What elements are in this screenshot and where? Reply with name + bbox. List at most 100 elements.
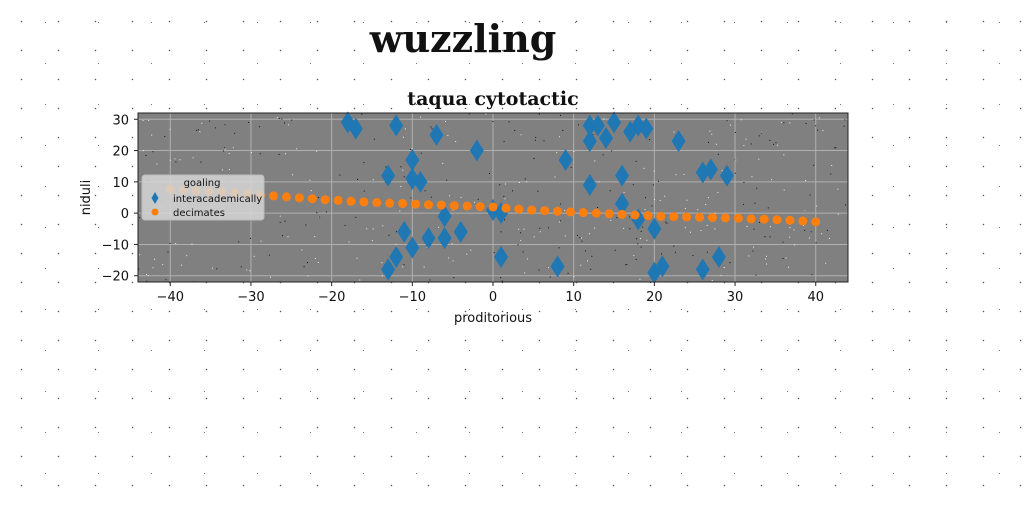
noise-dot [717, 153, 719, 155]
noise-dot [526, 181, 528, 183]
noise-dot [653, 170, 655, 172]
noise-dot [259, 153, 261, 155]
data-point [647, 261, 662, 284]
noise-dot [580, 264, 582, 266]
noise-dot [844, 119, 846, 121]
noise-dot [689, 231, 691, 233]
noise-dot [758, 221, 760, 223]
noise-dot [791, 113, 793, 115]
noise-dot [500, 277, 502, 279]
noise-dot [174, 158, 176, 160]
noise-dot [142, 120, 144, 122]
noise-dot [717, 191, 719, 193]
noise-dot [594, 227, 596, 229]
noise-dot [560, 220, 562, 222]
data-point [436, 200, 446, 210]
noise-dot [499, 184, 501, 186]
noise-dot [642, 226, 644, 228]
noise-dot [813, 119, 815, 121]
data-point [703, 158, 718, 181]
noise-dot [279, 215, 281, 217]
noise-dot [301, 249, 303, 251]
noise-dot [430, 196, 432, 198]
noise-dot [665, 221, 667, 223]
noise-dot [754, 202, 756, 204]
noise-dot [581, 237, 583, 239]
noise-dot [651, 205, 653, 207]
noise-dot [520, 232, 522, 234]
noise-dot [673, 131, 675, 133]
noise-dot [303, 266, 305, 268]
noise-dot [403, 264, 405, 266]
noise-dot [639, 278, 641, 280]
data-point [598, 127, 613, 150]
noise-dot [451, 243, 453, 245]
noise-dot [588, 233, 590, 235]
legend-label: interacademically [173, 194, 262, 205]
noise-dot [789, 236, 791, 238]
data-point [398, 198, 408, 208]
noise-dot [745, 138, 747, 140]
noise-dot [804, 229, 806, 231]
noise-dot [232, 147, 234, 149]
noise-dot [815, 125, 817, 127]
noise-dot [629, 228, 631, 230]
noise-dot [430, 126, 432, 128]
noise-dot [316, 150, 318, 152]
y-tick-label: 0 [121, 207, 129, 222]
noise-dot [388, 234, 390, 236]
legend-title: goaling [184, 178, 221, 189]
data-point [772, 215, 782, 225]
noise-dot [777, 144, 779, 146]
noise-dot [520, 134, 522, 136]
data-point [591, 208, 601, 218]
noise-dot [504, 219, 506, 221]
noise-dot [452, 260, 454, 262]
noise-dot [706, 224, 708, 226]
noise-dot [165, 279, 167, 281]
noise-dot [598, 181, 600, 183]
data-point [421, 227, 436, 250]
noise-dot [291, 119, 293, 121]
noise-dot [438, 226, 440, 228]
noise-dot [751, 176, 753, 178]
noise-dot [592, 134, 594, 136]
noise-dot [523, 228, 525, 230]
noise-dot [782, 241, 784, 243]
noise-dot [260, 240, 262, 242]
data-point [604, 209, 614, 219]
noise-dot [372, 228, 374, 230]
noise-dot [381, 262, 383, 264]
noise-dot [505, 183, 507, 185]
noise-dot [154, 258, 156, 260]
noise-dot [385, 166, 387, 168]
noise-dot [632, 184, 634, 186]
noise-dot [783, 154, 785, 156]
noise-dot [216, 268, 218, 270]
noise-dot [817, 129, 819, 131]
data-point [372, 198, 382, 208]
noise-dot [643, 167, 645, 169]
noise-dot [711, 280, 713, 282]
noise-dot [594, 160, 596, 162]
data-point [582, 114, 597, 137]
axis-ticks: −40 −30 −20 −10 0 10 20 30 40 −20 −10 0 10 20 30 [102, 113, 824, 305]
noise-dot [734, 131, 736, 133]
noise-dot [675, 174, 677, 176]
noise-dot [818, 117, 820, 119]
data-point [630, 210, 640, 220]
noise-dot [591, 255, 593, 257]
noise-dot [143, 150, 145, 152]
noise-dot [209, 120, 211, 122]
noise-dot [635, 160, 637, 162]
noise-dot [579, 237, 581, 239]
noise-dot [845, 204, 847, 206]
data-point [411, 199, 421, 209]
noise-dot [520, 239, 522, 241]
noise-dot [573, 276, 575, 278]
noise-dot [518, 182, 520, 184]
noise-dot [139, 217, 141, 219]
noise-dot [683, 173, 685, 175]
noise-dot [538, 269, 540, 271]
